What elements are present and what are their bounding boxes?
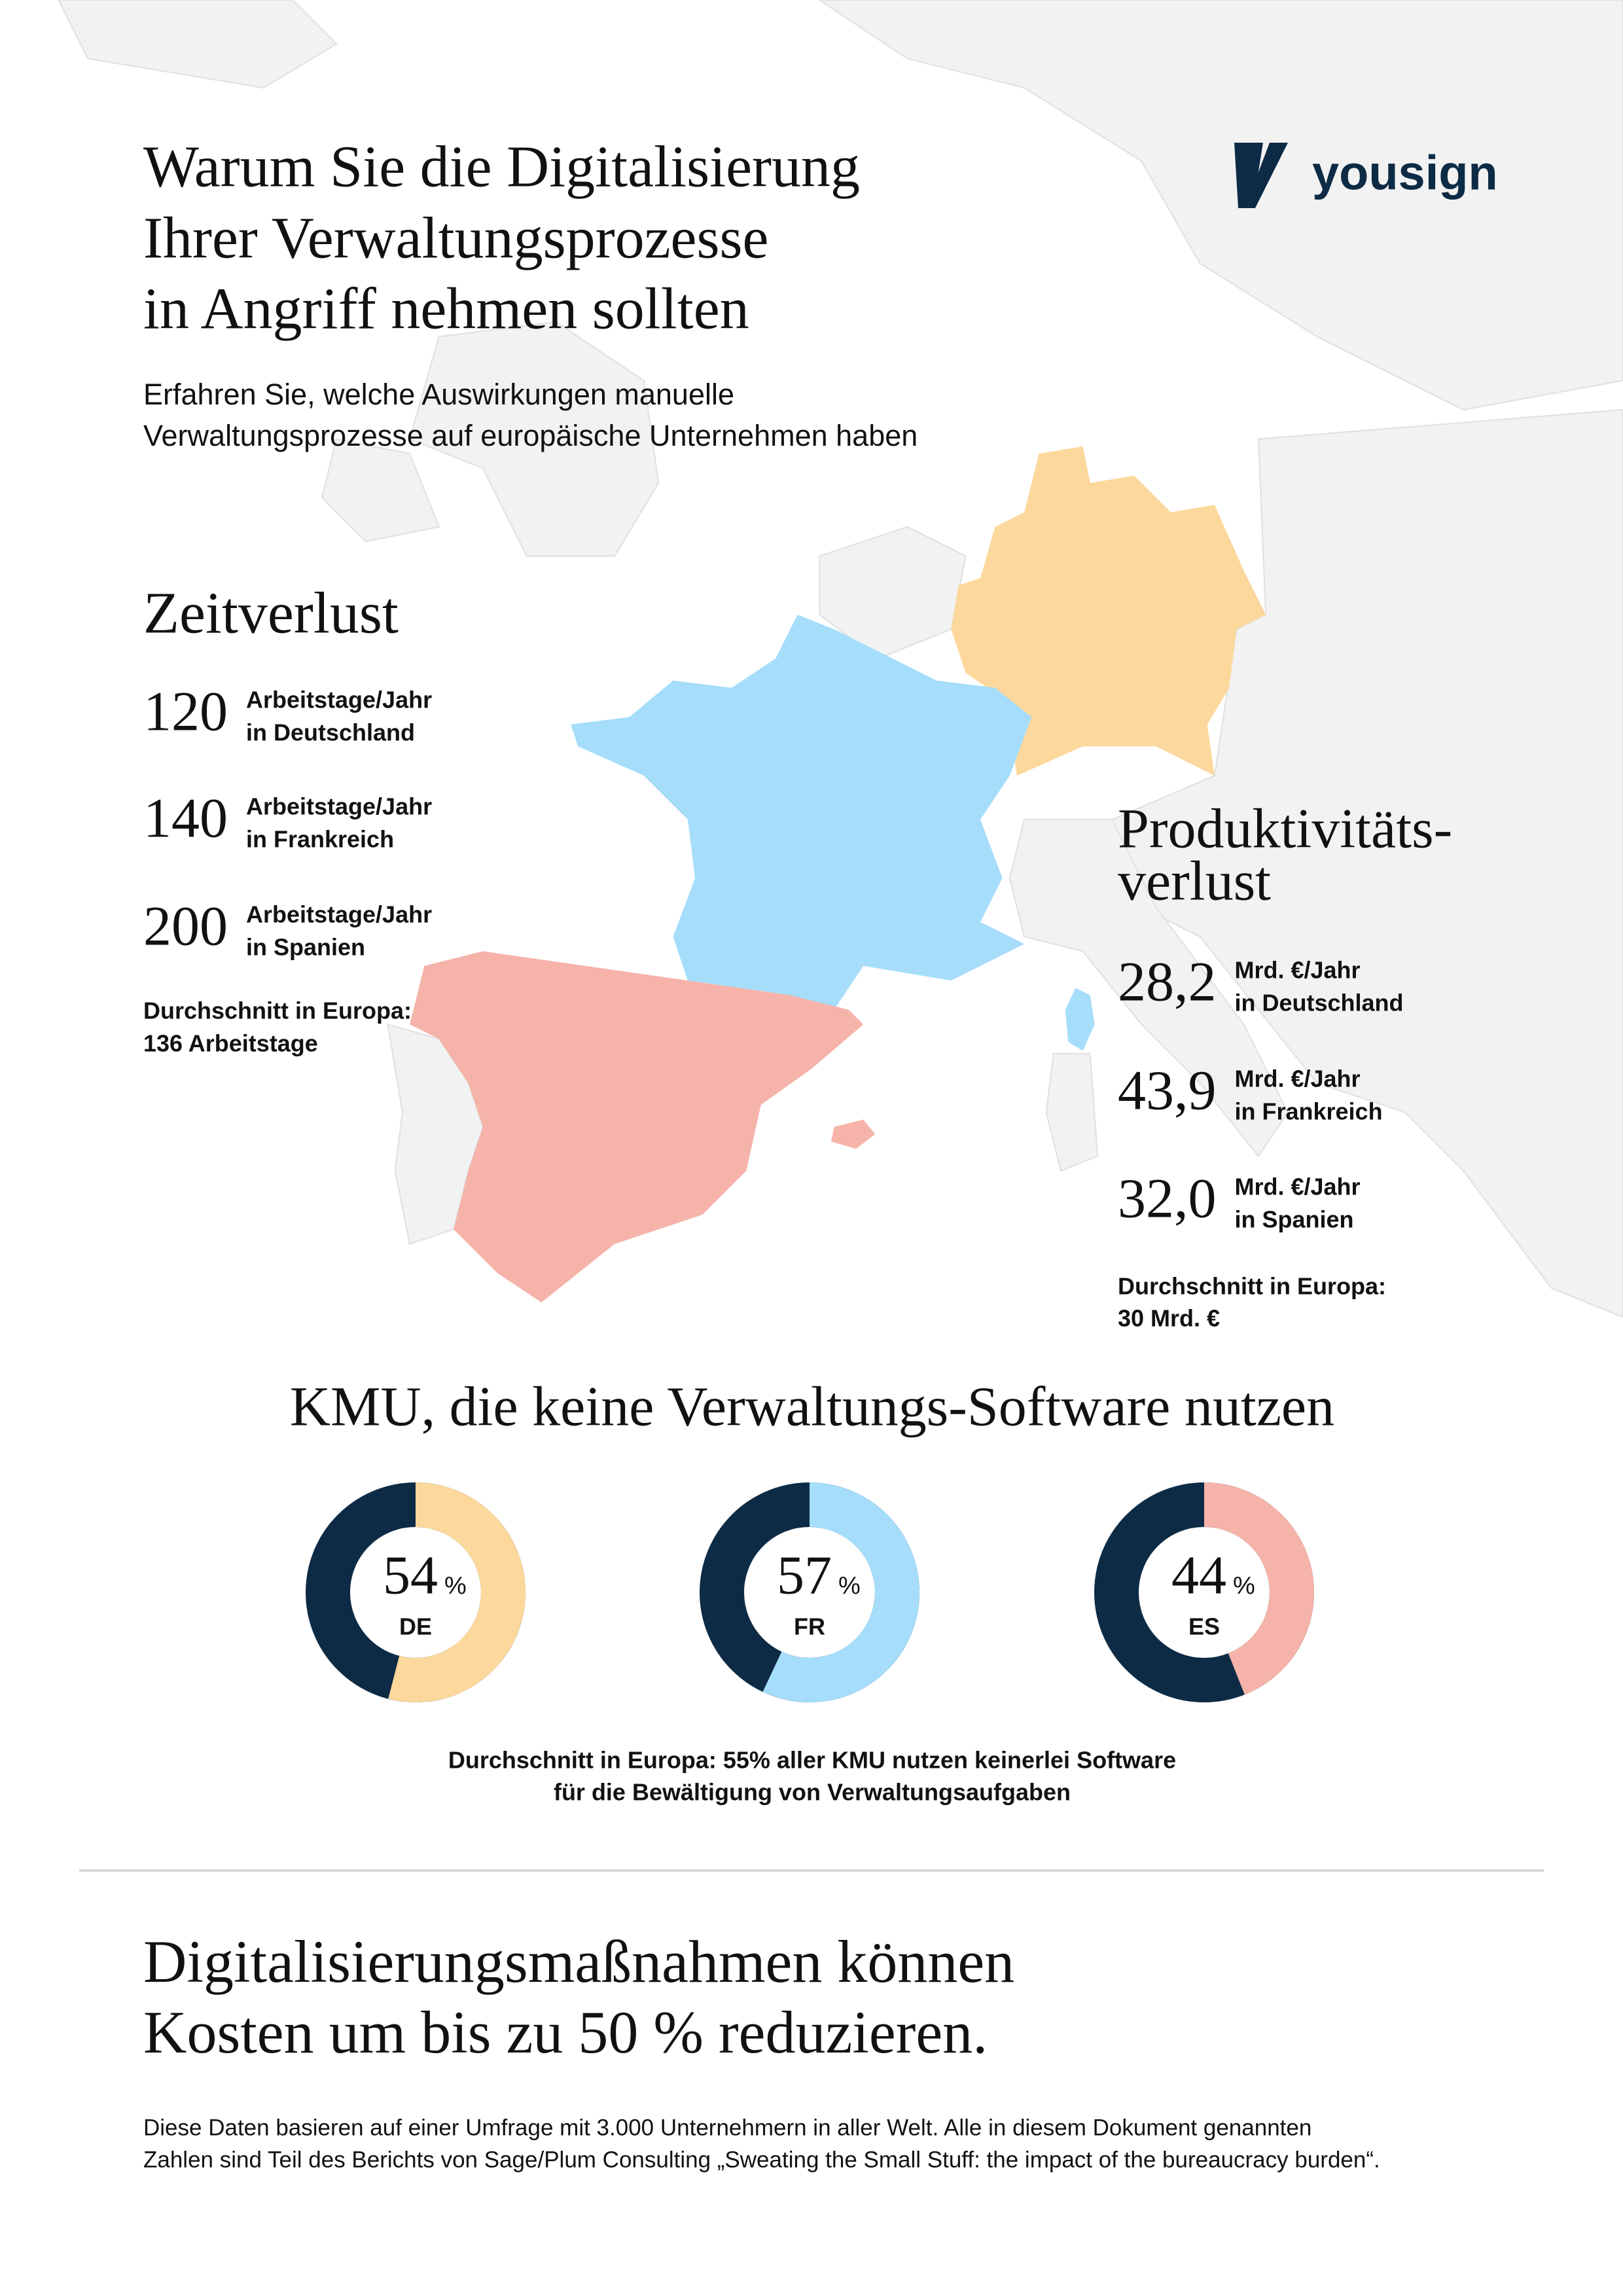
average: Durchschnitt in Europa:	[1118, 1273, 1386, 1300]
conclusion-title: Digitalisierungsmaßnahmen können	[143, 1928, 1014, 1995]
logo: yousign	[1234, 143, 1498, 208]
title: Ihrer Verwaltungsprozesse	[143, 206, 769, 271]
stat-unit: Mrd. €/Jahr	[1235, 1066, 1361, 1092]
note: Durchschnitt in Europa: 55% aller KMU nu…	[448, 1747, 1176, 1774]
section-title: Zeitverlust	[143, 581, 399, 646]
donut-unit: %	[838, 1572, 861, 1600]
stat-value: 32,0	[1118, 1167, 1217, 1230]
subtitle: Erfahren Sie, welche Auswirkungen manuel…	[143, 378, 734, 411]
donut-value: 44	[1171, 1545, 1226, 1605]
donut-segment	[1204, 1482, 1314, 1695]
donut-value: 57	[777, 1545, 832, 1605]
section-title: KMU, die keine Verwaltungs-Software nutz…	[290, 1375, 1334, 1438]
stat-country: in Spanien	[1235, 1206, 1354, 1233]
average: 30 Mrd. €	[1118, 1305, 1220, 1332]
balearics	[831, 1119, 876, 1149]
land	[58, 0, 338, 89]
stat-value: 28,2	[1118, 950, 1217, 1013]
donut-label: ES	[1188, 1613, 1220, 1640]
section-title: Produktivitäts-	[1118, 797, 1452, 860]
stat-value: 140	[143, 787, 228, 850]
germany	[951, 446, 1266, 776]
stat-unit: Mrd. €/Jahr	[1235, 957, 1361, 984]
stat-value: 200	[143, 895, 228, 958]
stat-country: in Deutschland	[246, 719, 415, 746]
stat-unit: Arbeitstage/Jahr	[246, 687, 432, 713]
map	[58, 0, 1623, 1318]
land	[408, 321, 660, 557]
stat-country: in Frankreich	[1235, 1098, 1383, 1125]
donut-segment	[388, 1482, 526, 1702]
average: Durchschnitt in Europa:	[143, 997, 412, 1024]
donut-label: FR	[794, 1613, 825, 1640]
france	[571, 615, 1032, 1010]
stat-value: 43,9	[1118, 1059, 1217, 1122]
spain	[410, 951, 864, 1303]
subtitle: Verwaltungsprozesse auf europäische Unte…	[143, 419, 918, 452]
stat-unit: Mrd. €/Jahr	[1235, 1174, 1361, 1200]
land	[818, 0, 1623, 411]
land	[1008, 819, 1289, 1158]
corsica	[1065, 988, 1095, 1051]
donut-value: 54	[383, 1545, 438, 1605]
footnote: Zahlen sind Teil des Berichts von Sage/P…	[143, 2147, 1380, 2172]
stat-value: 120	[143, 680, 228, 743]
land	[1045, 1052, 1099, 1172]
average: 136 Arbeitstage	[143, 1030, 318, 1057]
donut-label: DE	[399, 1613, 432, 1640]
footnote: Diese Daten basieren auf einer Umfrage m…	[143, 2115, 1311, 2140]
stat-unit: Arbeitstage/Jahr	[246, 901, 432, 928]
stat-unit: Arbeitstage/Jahr	[246, 793, 432, 820]
logo-mark	[1234, 143, 1288, 208]
land	[321, 438, 440, 543]
note: für die Bewältigung von Verwaltungsaufga…	[554, 1779, 1071, 1806]
donut-unit: %	[444, 1572, 467, 1600]
stat-country: in Spanien	[246, 934, 365, 961]
conclusion-title: Kosten um bis zu 50 % reduzieren.	[143, 1999, 988, 2066]
stat-country: in Frankreich	[246, 826, 394, 853]
donut-segment	[762, 1482, 920, 1702]
section-title: verlust	[1118, 850, 1271, 912]
title: in Angriff nehmen sollten	[143, 277, 749, 342]
title: Warum Sie die Digitalisierung	[143, 135, 860, 200]
donut-unit: %	[1233, 1572, 1255, 1600]
logo-text: yousign	[1312, 146, 1498, 200]
stat-country: in Deutschland	[1235, 990, 1404, 1016]
